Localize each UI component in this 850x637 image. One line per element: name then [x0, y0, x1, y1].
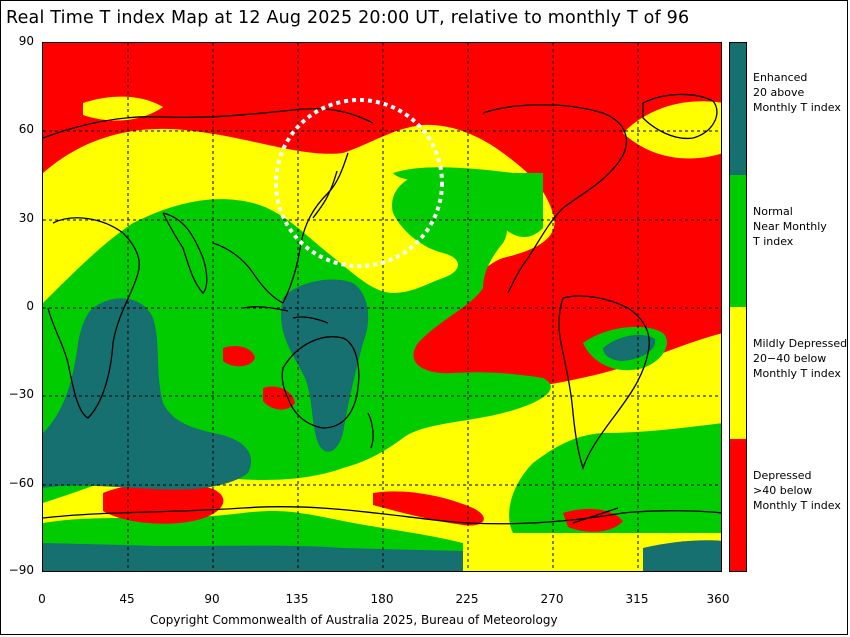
enhanced-region — [643, 540, 721, 571]
legend-swatch-enhanced — [730, 43, 746, 175]
depressed-region — [373, 491, 484, 526]
legend-line: Normal — [753, 205, 793, 218]
copyright-text: Copyright Commonwealth of Australia 2025… — [150, 613, 558, 627]
legend-swatch-mildly-depressed — [730, 307, 746, 439]
map-title: Real Time T index Map at 12 Aug 2025 20:… — [6, 8, 690, 28]
enhanced-region — [603, 334, 656, 361]
legend-label-enhanced: Enhanced 20 above Monthly T index — [753, 70, 850, 115]
x-tick-label: 135 — [285, 592, 309, 606]
highlight-circle — [274, 98, 444, 268]
normal-region — [509, 423, 721, 533]
legend-label-mildly-depressed: Mildly Depressed 20−40 below Monthly T i… — [753, 336, 850, 381]
legend-line: Monthly T index — [753, 499, 841, 512]
legend-line: >40 below — [753, 484, 813, 497]
x-tick-label: 45 — [119, 592, 135, 606]
legend-label-normal: Normal Near Monthly T index — [753, 204, 850, 249]
x-tick-label: 315 — [625, 592, 649, 606]
x-tick-label: 0 — [38, 592, 46, 606]
t-index-map — [42, 42, 722, 572]
x-tick-label: 360 — [706, 592, 730, 606]
legend-line: Enhanced — [753, 71, 808, 84]
t-index-map-canvas — [43, 43, 721, 571]
graticule — [43, 43, 721, 571]
x-tick-label: 90 — [204, 592, 220, 606]
x-tick-label: 225 — [455, 592, 479, 606]
legend-line: Monthly T index — [753, 101, 841, 114]
mildly-depressed-region — [623, 101, 721, 159]
legend-line: Mildly Depressed — [753, 337, 848, 350]
enhanced-region — [43, 298, 252, 490]
y-tick-label: 30 — [18, 211, 34, 225]
legend-swatch-normal — [730, 175, 746, 307]
x-tick-label: 270 — [540, 592, 564, 606]
y-tick-label: 90 — [18, 34, 34, 48]
depressed-region — [103, 482, 224, 524]
y-tick-label: −30 — [8, 387, 34, 401]
y-tick-label: −60 — [8, 476, 34, 490]
y-tick-label: 60 — [18, 122, 34, 136]
depressed-region — [223, 346, 255, 367]
y-tick-label: 0 — [26, 299, 34, 313]
legend-swatch-depressed — [730, 439, 746, 571]
x-tick-label: 180 — [370, 592, 394, 606]
legend-line: Near Monthly — [753, 220, 827, 233]
legend-line: 20 above — [753, 86, 805, 99]
legend-line: Depressed — [753, 469, 812, 482]
mildly-depressed-region — [83, 96, 163, 121]
coastlines — [43, 93, 721, 525]
enhanced-region — [281, 279, 369, 452]
legend-label-depressed: Depressed >40 below Monthly T index — [753, 468, 850, 513]
depressed-region — [563, 508, 623, 532]
enhanced-region — [43, 543, 463, 571]
y-tick-label: −90 — [8, 563, 34, 577]
legend-line: 20−40 below — [753, 352, 827, 365]
legend-colorbar — [729, 42, 747, 572]
legend-line: T index — [753, 235, 794, 248]
depressed-region — [263, 386, 295, 410]
legend-line: Monthly T index — [753, 367, 841, 380]
